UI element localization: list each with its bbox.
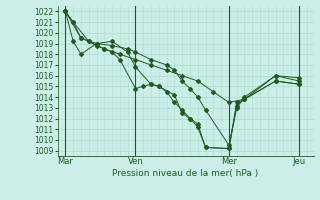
X-axis label: Pression niveau de la mer( hPa ): Pression niveau de la mer( hPa ) <box>112 169 259 178</box>
